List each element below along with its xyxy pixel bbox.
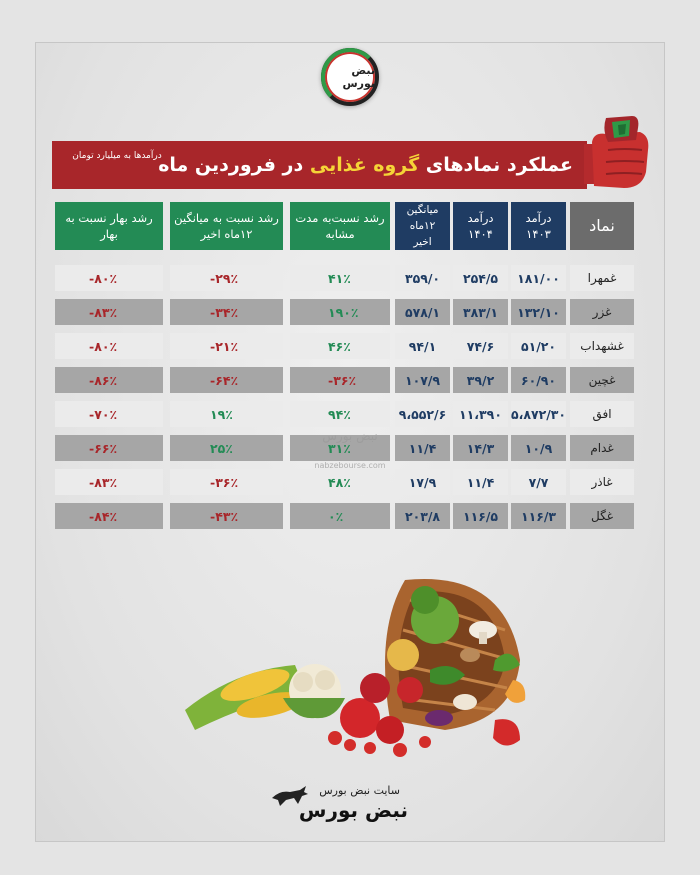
- header-growth-vs-average: رشد نسبت به میانگین ۱۲ماه اخیر: [170, 202, 283, 250]
- cell-growth-spring: -۸۶٪: [55, 367, 163, 393]
- title-highlight: گروه غذایی: [309, 154, 420, 176]
- cell-growth-vs-average: ۲۵٪: [170, 435, 283, 461]
- brand-logo: نبض بورس: [321, 48, 379, 106]
- cell-revenue-1403: ۵۱/۲۰: [511, 333, 566, 359]
- cell-revenue-1404: ۱۴/۳: [453, 435, 508, 461]
- header-growth-spring: رشد بهار نسبت به بهار: [55, 202, 163, 250]
- cell-symbol: غدام: [570, 435, 634, 461]
- units-note: درآمدها به میلیارد تومان: [72, 151, 162, 161]
- header-revenue-1403: درآمد ۱۴۰۳: [511, 202, 566, 250]
- cell-avg-12-months: ۵۷۸/۱: [395, 299, 450, 325]
- cell-revenue-1403: ۵،۸۷۲/۳۰: [511, 401, 566, 427]
- cell-revenue-1404: ۱۱/۴: [453, 469, 508, 495]
- cell-growth-spring: -۸۳٪: [55, 299, 163, 325]
- cell-growth-same-period: ۰٪: [290, 503, 390, 529]
- cell-growth-same-period: -۳۶٪: [290, 367, 390, 393]
- cell-growth-spring: -۶۶٪: [55, 435, 163, 461]
- cell-revenue-1404: ۲۵۴/۵: [453, 265, 508, 291]
- cell-avg-12-months: ۱۱/۴: [395, 435, 450, 461]
- cell-growth-vs-average: -۲۱٪: [170, 333, 283, 359]
- header-symbol: نماد: [570, 202, 634, 250]
- cell-avg-12-months: ۹۴/۱: [395, 333, 450, 359]
- cell-symbol: غمهرا: [570, 265, 634, 291]
- cell-symbol: غاذر: [570, 469, 634, 495]
- cell-symbol: غشهداب: [570, 333, 634, 359]
- cell-growth-vs-average: -۲۹٪: [170, 265, 283, 291]
- cell-growth-vs-average: -۳۶٪: [170, 469, 283, 495]
- cell-growth-spring: -۸۰٪: [55, 265, 163, 291]
- cell-growth-spring: -۸۰٪: [55, 333, 163, 359]
- cell-revenue-1404: ۱۱،۳۹۰: [453, 401, 508, 427]
- cell-symbol: غگل: [570, 503, 634, 529]
- title-banner: عملکرد نمادهای گروه غذایی در فروردین ماه…: [52, 141, 587, 189]
- page-title: عملکرد نمادهای گروه غذایی در فروردین ماه: [158, 154, 573, 176]
- cell-growth-vs-average: ۱۹٪: [170, 401, 283, 427]
- cell-growth-vs-average: -۴۳٪: [170, 503, 283, 529]
- cell-symbol: غچین: [570, 367, 634, 393]
- fist-holding-banner-icon: [584, 116, 649, 188]
- cell-revenue-1404: ۳۸۳/۱: [453, 299, 508, 325]
- cell-avg-12-months: ۱۰۷/۹: [395, 367, 450, 393]
- cell-revenue-1403: ۱۱۶/۳: [511, 503, 566, 529]
- cell-growth-spring: -۸۴٪: [55, 503, 163, 529]
- cell-growth-same-period: ۹۴٪: [290, 401, 390, 427]
- cell-growth-vs-average: -۶۴٪: [170, 367, 283, 393]
- cell-revenue-1404: ۷۴/۶: [453, 333, 508, 359]
- footer-brand-name: نبض بورس: [298, 798, 408, 822]
- logo-ring-accent: [321, 48, 379, 106]
- cell-avg-12-months: ۱۷/۹: [395, 469, 450, 495]
- watermark-url: nabzebourse.com: [314, 461, 386, 470]
- cell-growth-spring: -۷۰٪: [55, 401, 163, 427]
- header-growth-same-period: رشد نسبت‌به مدت مشابه: [290, 202, 390, 250]
- cell-avg-12-months: ۲۰۳/۸: [395, 503, 450, 529]
- title-post: در فروردین ماه: [158, 154, 310, 176]
- cell-revenue-1403: ۷/۷: [511, 469, 566, 495]
- cell-avg-12-months: ۳۵۹/۰: [395, 265, 450, 291]
- cell-revenue-1403: ۱۸۱/۰۰: [511, 265, 566, 291]
- header-avg-12-months: میانگین ۱۲ماه اخیر: [395, 202, 450, 250]
- watermark: نبض بورس nabzebourse.com: [290, 415, 410, 470]
- cell-revenue-1404: ۳۹/۲: [453, 367, 508, 393]
- footer-site-label: سایت نبض بورس: [319, 784, 400, 797]
- cell-revenue-1404: ۱۱۶/۵: [453, 503, 508, 529]
- cell-avg-12-months: ۹،۵۵۲/۶: [395, 401, 450, 427]
- vegetable-basket-illustration: [185, 579, 526, 757]
- cell-growth-spring: -۸۳٪: [55, 469, 163, 495]
- cell-revenue-1403: ۶۰/۹۰: [511, 367, 566, 393]
- watermark-brand: نبض بورس: [322, 429, 378, 443]
- header-revenue-1404: درآمد ۱۴۰۴: [453, 202, 508, 250]
- cell-growth-same-period: ۴۸٪: [290, 469, 390, 495]
- footer-brand: سایت نبض بورس نبض بورس: [270, 778, 440, 826]
- cell-growth-same-period: ۴۱٪: [290, 265, 390, 291]
- cell-symbol: افق: [570, 401, 634, 427]
- cell-growth-vs-average: -۳۴٪: [170, 299, 283, 325]
- title-pre: عملکرد نمادهای: [419, 154, 573, 176]
- cell-growth-same-period: ۳۱٪: [290, 435, 390, 461]
- cell-growth-same-period: ۴۶٪: [290, 333, 390, 359]
- cell-revenue-1403: ۱۳۲/۱۰: [511, 299, 566, 325]
- cell-growth-same-period: ۱۹۰٪: [290, 299, 390, 325]
- bull-icon: [272, 786, 308, 806]
- cell-revenue-1403: ۱۰/۹: [511, 435, 566, 461]
- cell-symbol: غزر: [570, 299, 634, 325]
